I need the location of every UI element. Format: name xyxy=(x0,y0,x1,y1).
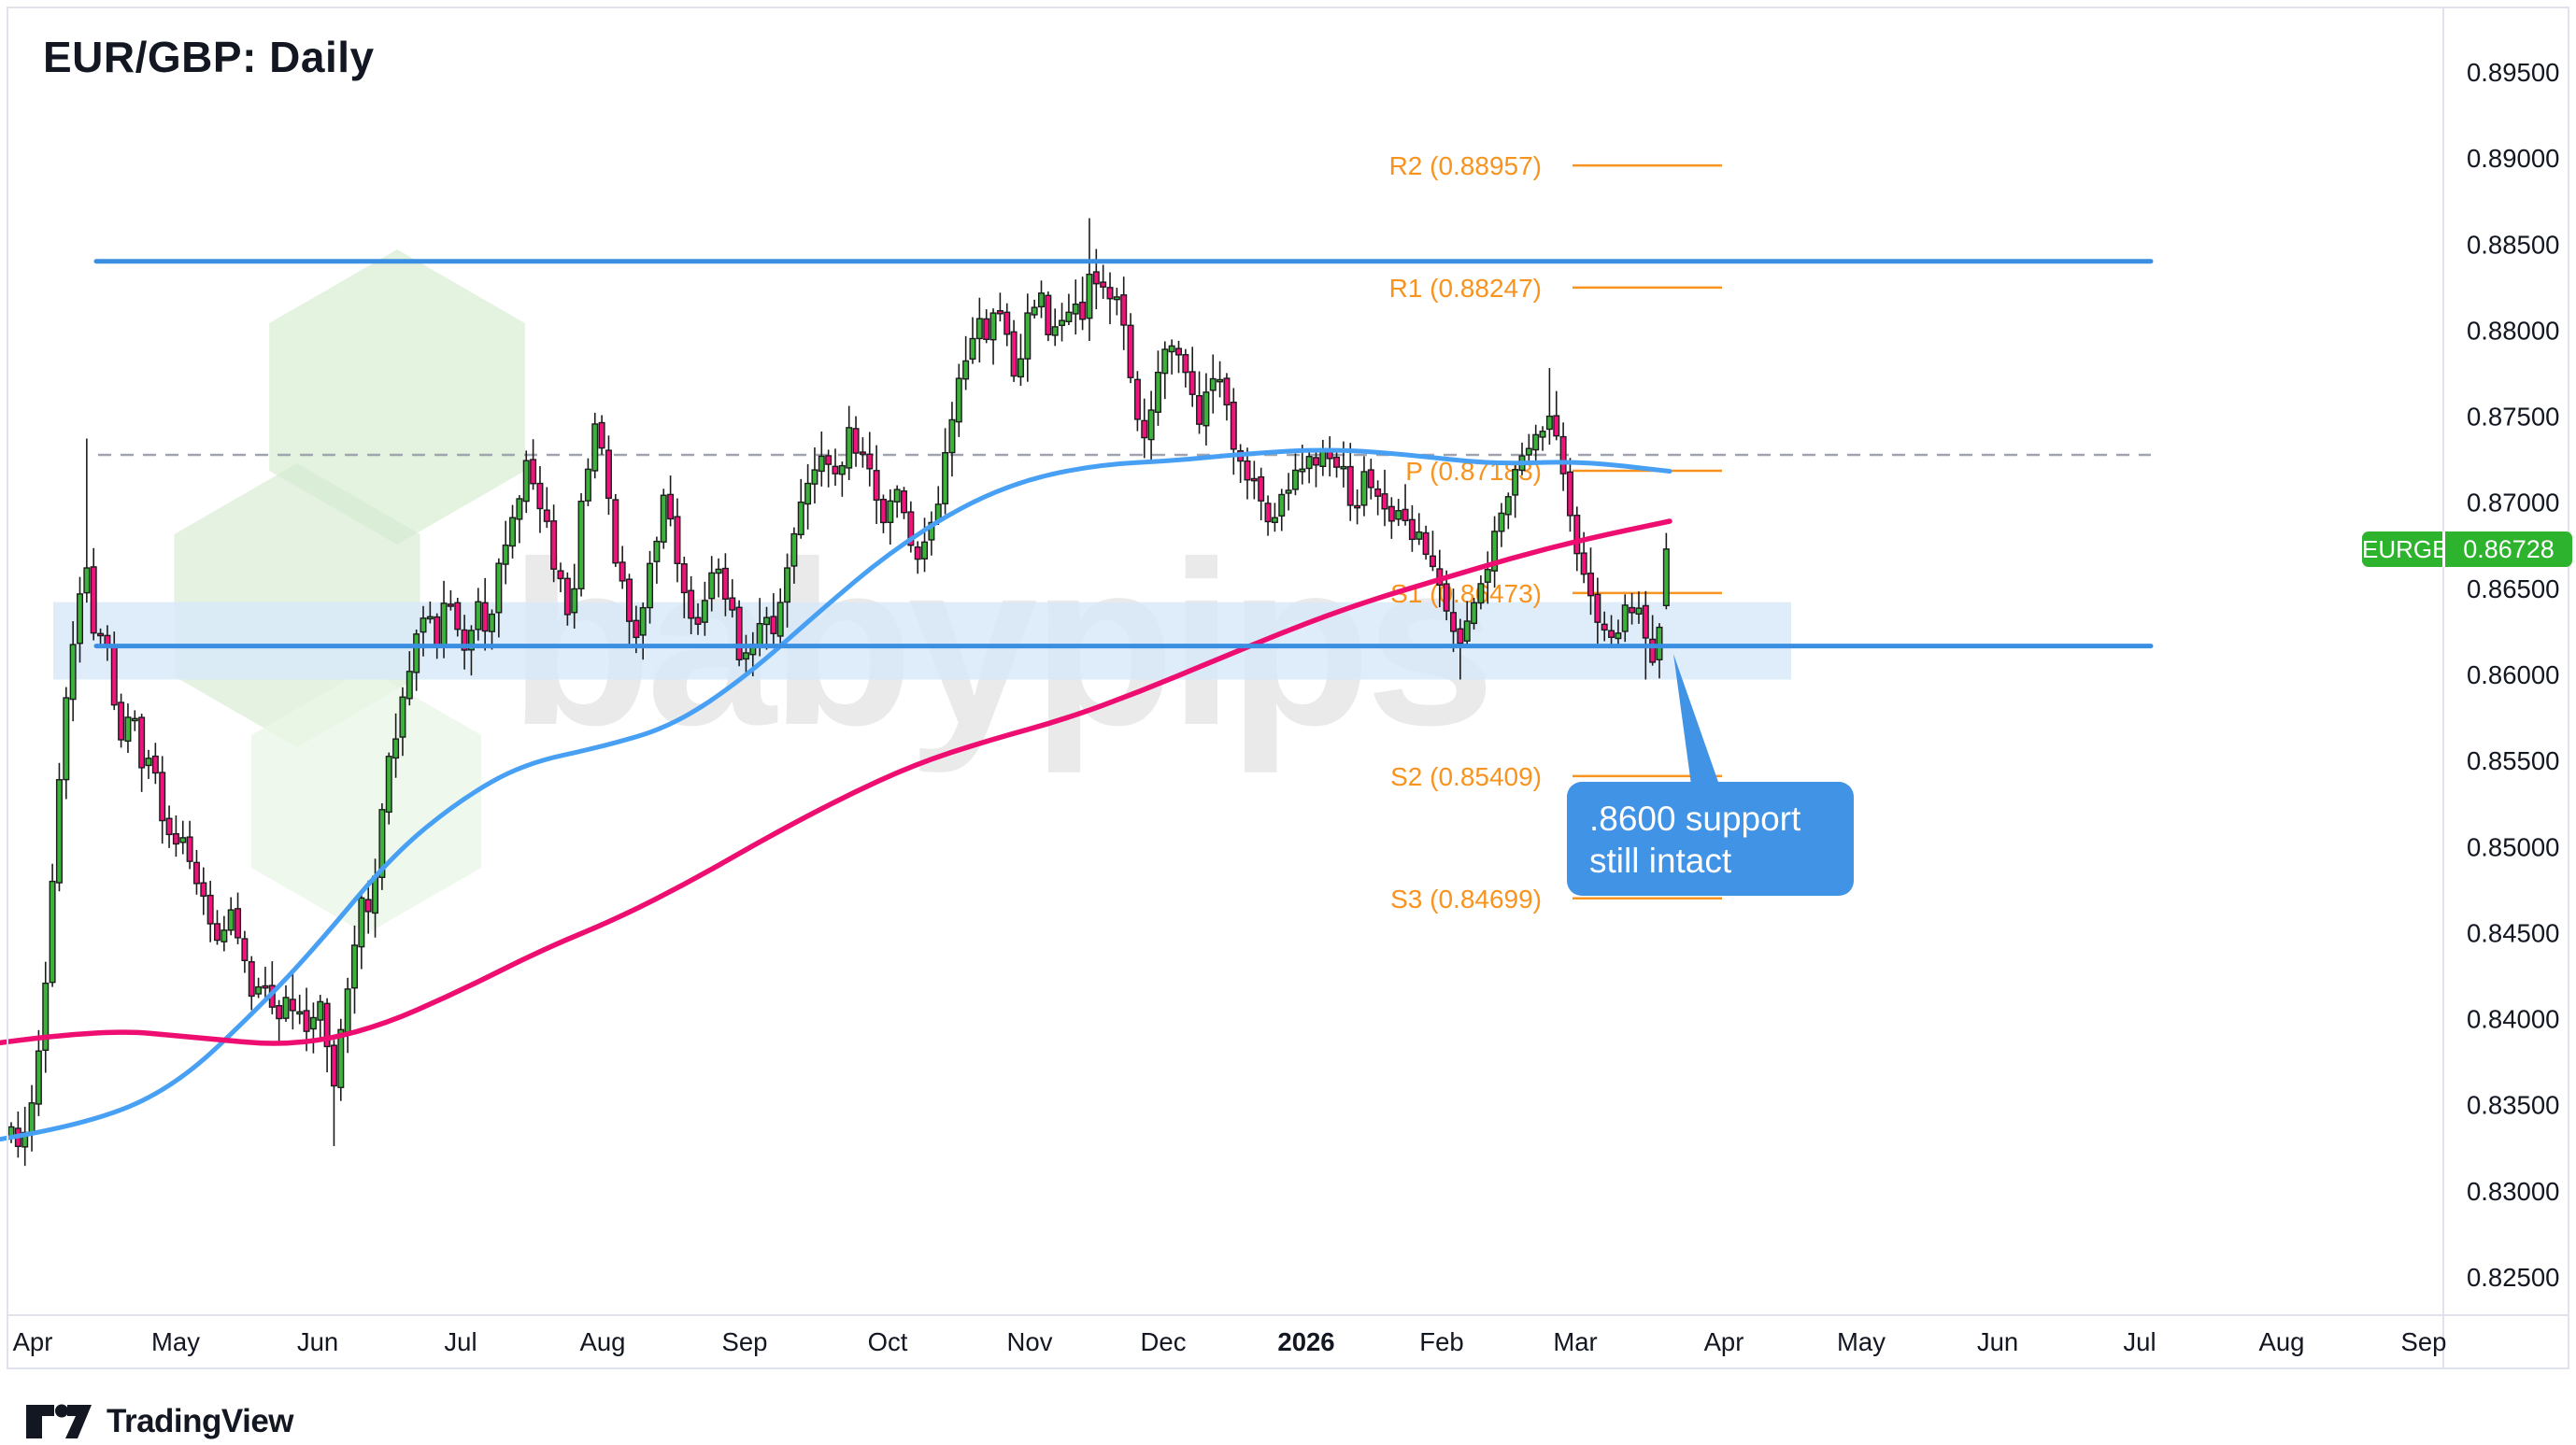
time-tick-label: May xyxy=(151,1327,200,1356)
pivot-label: R1 (0.88247) xyxy=(1389,274,1542,303)
price-tick-label: 0.85000 xyxy=(2467,832,2559,861)
time-tick-label: Sep xyxy=(722,1327,768,1356)
watermark: babypips xyxy=(174,249,1495,934)
fast-ma-line xyxy=(0,447,1672,1142)
time-tick-label: Jul xyxy=(2123,1327,2156,1356)
time-tick-label: Apr xyxy=(13,1327,53,1356)
slow-ma-line xyxy=(0,518,1672,1046)
price-tick-label: 0.82500 xyxy=(2467,1263,2559,1292)
page-title: EUR/GBP: Daily xyxy=(43,33,375,81)
time-axis[interactable]: Apr May Jun Jul Aug Sep Oct Nov Dec 2026 Feb Mar Apr… xyxy=(13,1327,2447,1356)
callout-tail xyxy=(1673,654,1719,785)
price-tick-label: 0.87500 xyxy=(2467,403,2559,432)
price-tick-label: 0.84500 xyxy=(2467,918,2559,947)
tradingview-attribution[interactable]: TradingView xyxy=(26,1403,294,1440)
price-tick-label: 0.89000 xyxy=(2467,144,2559,173)
price-tick-label: 0.84000 xyxy=(2467,1005,2559,1034)
time-tick-label: Jul xyxy=(444,1327,477,1356)
time-tick-label: Apr xyxy=(1704,1327,1744,1356)
time-tick-label: Dec xyxy=(1141,1327,1187,1356)
last-price-value: 0.86728 xyxy=(2445,531,2572,567)
price-tick-label: 0.83500 xyxy=(2467,1091,2559,1120)
time-tick-label: Nov xyxy=(1007,1327,1053,1356)
time-tick-label: Oct xyxy=(868,1327,908,1356)
price-tick-label: 0.83000 xyxy=(2467,1177,2559,1206)
price-tick-label: 0.87000 xyxy=(2467,489,2559,517)
time-tick-label: Aug xyxy=(2259,1327,2305,1356)
pivot-label: S3 (0.84699) xyxy=(1390,885,1542,914)
last-price-badge: EURGBP 0.86728 xyxy=(2362,531,2572,567)
annotation-callout[interactable]: .8600 support still intact xyxy=(1567,782,1854,896)
price-tick-label: 0.85500 xyxy=(2467,746,2559,775)
candlestick-series[interactable] xyxy=(7,218,1670,1167)
time-tick-label: Jun xyxy=(297,1327,338,1356)
time-tick-label: Feb xyxy=(1419,1327,1463,1356)
price-tick-label: 0.89500 xyxy=(2467,58,2559,87)
pivot-label: S1 (0.86473) xyxy=(1390,579,1542,608)
tradingview-brand-text: TradingView xyxy=(107,1403,294,1439)
chart-borders xyxy=(7,7,2569,1369)
pivot-lines: R2 (0.88957)R1 (0.88247)P (0.87183)S1 (0… xyxy=(1389,151,1722,914)
pivot-label: S2 (0.85409) xyxy=(1390,762,1542,791)
time-tick-label: Mar xyxy=(1553,1327,1597,1356)
price-tick-label: 0.88500 xyxy=(2467,230,2559,259)
tradingview-logo-icon xyxy=(26,1404,92,1438)
price-tick-label: 0.86500 xyxy=(2467,574,2559,603)
time-tick-label: 2026 xyxy=(1277,1327,1334,1356)
price-tick-label: 0.86000 xyxy=(2467,660,2559,689)
symbol-label: EURGBP xyxy=(2362,531,2465,567)
annotation-line-1: .8600 support xyxy=(1589,800,1801,838)
price-tick-label: 0.88000 xyxy=(2467,316,2559,345)
time-tick-label: Sep xyxy=(2401,1327,2447,1356)
time-tick-label: Aug xyxy=(580,1327,626,1356)
badge-divider xyxy=(2442,531,2445,567)
time-tick-label: May xyxy=(1837,1327,1886,1356)
moving-average-lines xyxy=(0,259,2154,1142)
support-zone xyxy=(53,602,1791,680)
annotation-line-2: still intact xyxy=(1589,842,1732,880)
pivot-label: R2 (0.88957) xyxy=(1389,151,1542,180)
price-axis[interactable]: 0.89500 0.89000 0.88500 0.88000 0.87500 0.870… xyxy=(2467,58,2559,1292)
time-tick-label: Jun xyxy=(1977,1327,2018,1356)
